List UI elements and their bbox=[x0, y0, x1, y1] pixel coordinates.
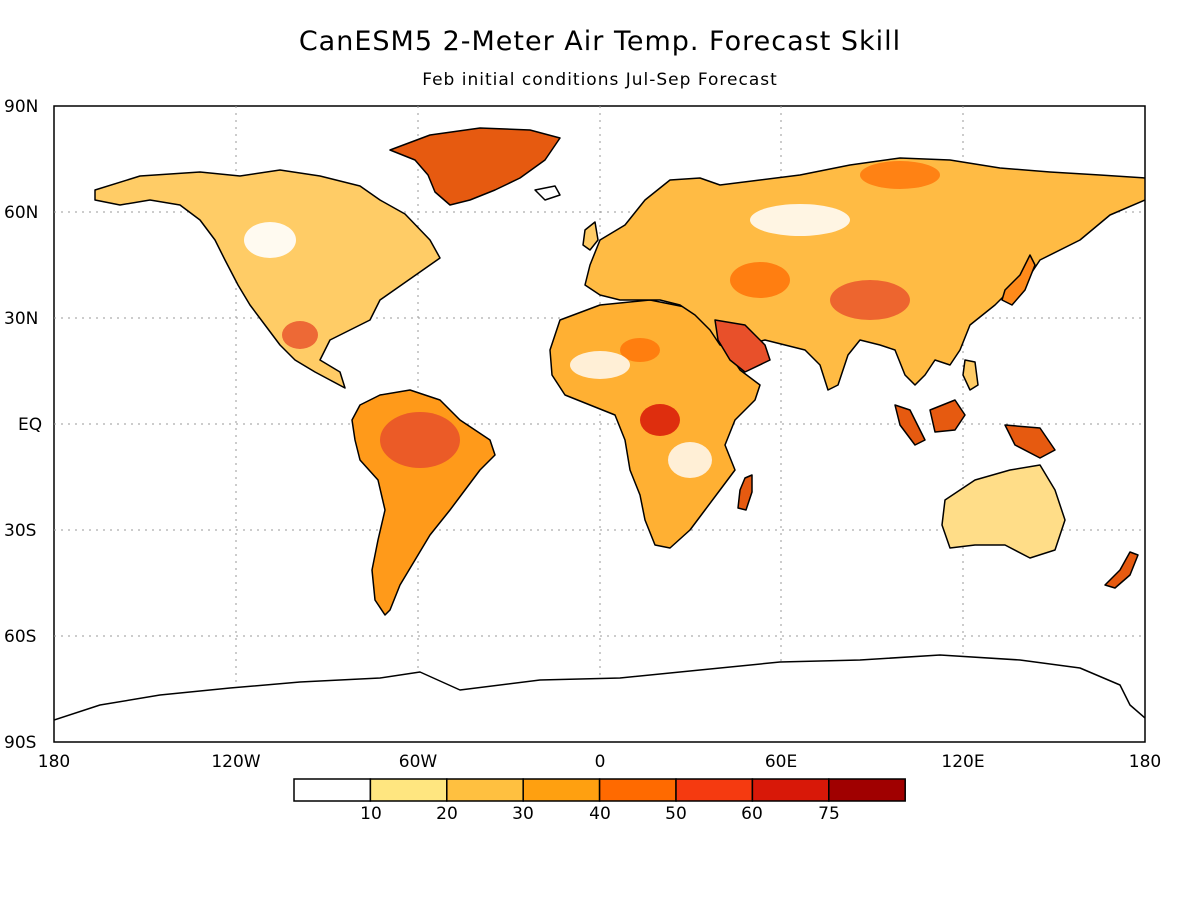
arabia bbox=[714, 319, 771, 373]
greenland bbox=[389, 127, 561, 206]
iceland bbox=[534, 185, 561, 201]
north-america bbox=[94, 169, 441, 389]
colorbar-labels: 10 20 30 40 50 60 75 bbox=[360, 804, 840, 824]
lat-label-30n: 30N bbox=[4, 309, 38, 329]
lon-label-180e: 180 bbox=[1129, 752, 1161, 772]
colorbar-swatch-5 bbox=[675, 778, 754, 802]
colorbar-swatch-6 bbox=[751, 778, 830, 802]
colorbar-swatch-3 bbox=[522, 778, 601, 802]
map-title: CanESM5 2-Meter Air Temp. Forecast Skill bbox=[298, 26, 902, 57]
new-guinea bbox=[1004, 424, 1056, 459]
lat-label-60n: 60N bbox=[4, 203, 38, 223]
great-britain bbox=[582, 221, 599, 251]
borneo bbox=[929, 399, 966, 433]
philippines bbox=[962, 359, 979, 391]
map-subtitle: Feb initial conditions Jul-Sep Forecast bbox=[422, 70, 778, 90]
colorbar-label-60: 60 bbox=[741, 804, 763, 824]
colorbar-label-20: 20 bbox=[436, 804, 458, 824]
colorbar-swatch-4 bbox=[598, 778, 677, 802]
lat-labels: 90N 60N 30N EQ 30S 60S 90S bbox=[4, 97, 42, 753]
colorbar-swatch-1 bbox=[369, 778, 448, 802]
lat-label-eq: EQ bbox=[18, 415, 42, 435]
lat-label-90n: 90N bbox=[4, 97, 38, 117]
colorbar-label-50: 50 bbox=[665, 804, 687, 824]
lon-label-120e: 120E bbox=[941, 752, 984, 772]
lon-label-120w: 120W bbox=[211, 752, 260, 772]
colorbar-swatch-0 bbox=[293, 778, 372, 802]
colorbar bbox=[293, 778, 906, 802]
lon-label-60w: 60W bbox=[399, 752, 438, 772]
colorbar-swatch-7 bbox=[828, 778, 906, 802]
australia bbox=[941, 464, 1066, 559]
lon-label-60e: 60E bbox=[765, 752, 797, 772]
lon-labels: 180 120W 60W 0 60E 120E 180 bbox=[38, 752, 1161, 772]
new-zealand bbox=[1104, 551, 1139, 589]
high-skill-patches bbox=[244, 161, 940, 478]
lat-label-90s: 90S bbox=[4, 733, 36, 753]
lon-label-180w: 180 bbox=[38, 752, 70, 772]
colorbar-label-30: 30 bbox=[512, 804, 534, 824]
lat-label-30s: 30S bbox=[4, 521, 36, 541]
colorbar-label-40: 40 bbox=[589, 804, 611, 824]
japan bbox=[1001, 254, 1036, 306]
madagascar bbox=[737, 474, 753, 511]
colorbar-label-10: 10 bbox=[360, 804, 382, 824]
lon-label-0: 0 bbox=[595, 752, 606, 772]
colorbar-swatch-2 bbox=[446, 778, 524, 802]
lat-label-60s: 60S bbox=[4, 627, 36, 647]
colorbar-label-75: 75 bbox=[818, 804, 840, 824]
antarctica bbox=[54, 654, 1145, 742]
sumatra bbox=[894, 404, 926, 446]
